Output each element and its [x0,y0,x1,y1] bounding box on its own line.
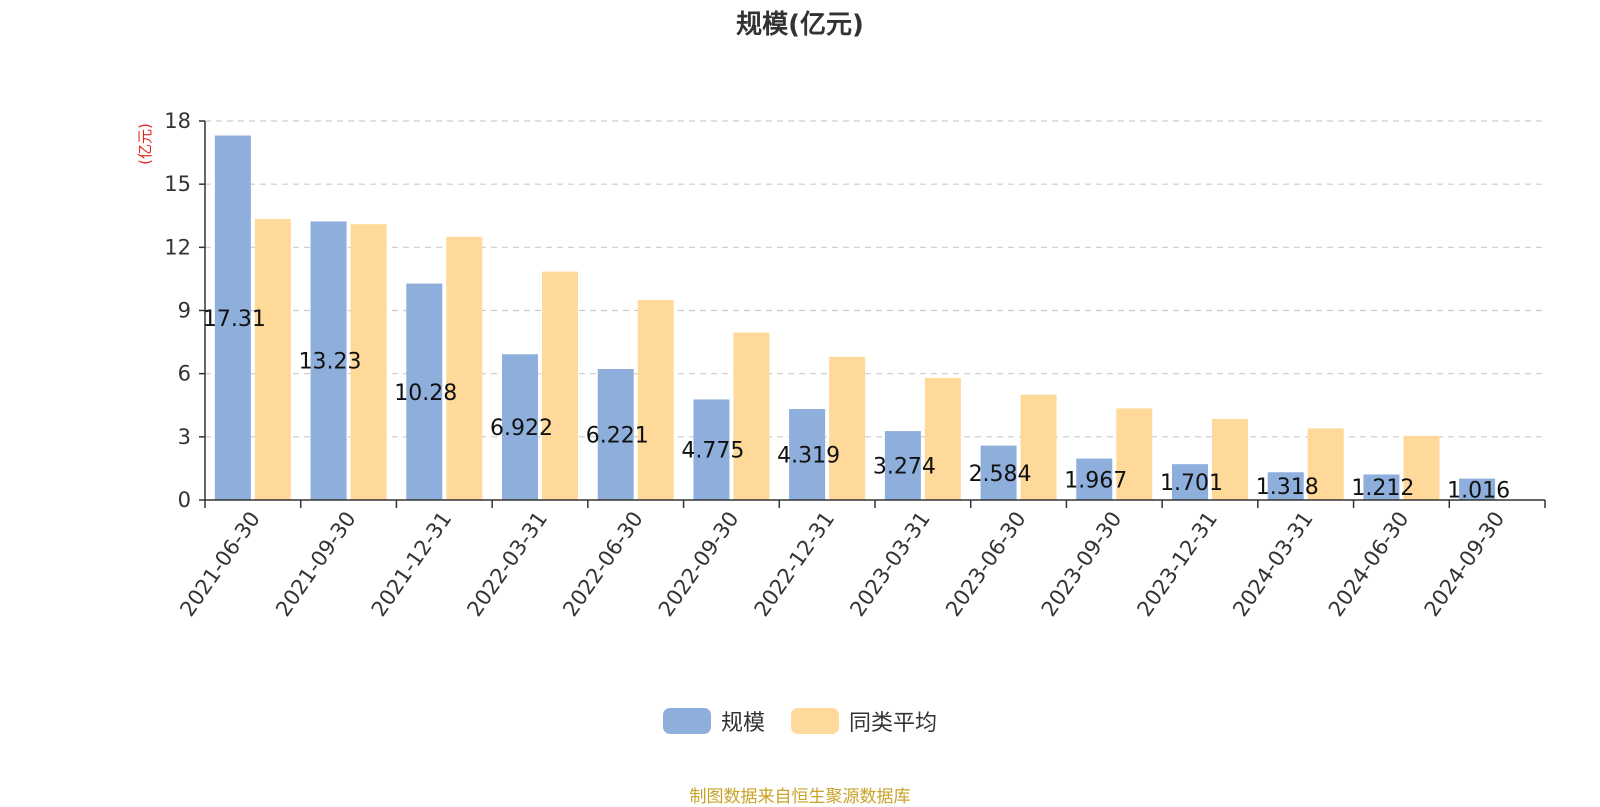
data-label-scale: 1.701 [1160,471,1223,496]
bar-scale [980,445,1017,500]
x-tick-label: 2021-09-30 [271,507,361,621]
y-tick-label: 18 [164,109,191,133]
x-tick-label: 2023-09-30 [1037,507,1127,621]
legend-swatch-peer-average [791,708,839,734]
data-label-scale: 2.584 [969,462,1032,487]
bar-scale [884,431,921,500]
bar-peer-average [350,224,387,500]
bar-peer-average [1212,418,1248,500]
bar-peer-average [1403,435,1440,500]
bar-scale [214,135,251,501]
x-tick-label: 2023-06-30 [941,507,1031,621]
bar-scale [1459,478,1496,500]
data-labels: 17.31 13.23 10.28 6.922 6.221 4.775 4.319 3.274… [203,307,1510,504]
data-label-scale: 13.23 [299,350,362,375]
bar-scale [597,369,634,500]
data-label-scale: 17.31 [203,307,266,332]
data-label-scale: 1.318 [1256,475,1319,500]
y-tick-label: 15 [164,172,191,196]
x-tick-label: 2024-09-30 [1420,507,1510,621]
bar-scale [1172,464,1208,500]
bar-scale [789,409,826,500]
x-tick-label: 2024-06-30 [1324,507,1414,621]
bar-peer-average [829,356,866,500]
legend-label-peer-average: 同类平均 [849,711,938,736]
bar-scale [502,354,538,500]
x-tick-label: 2023-03-31 [845,507,935,621]
x-tick-label: 2021-06-30 [175,507,265,621]
bar-scale [310,221,347,500]
bar-peer-average [1116,408,1153,500]
x-tick-label: 2022-12-31 [750,507,840,621]
chart-title: 规模(亿元) [736,10,864,40]
legend-item-peer-average[interactable]: 同类平均 [791,705,937,737]
bar-scale [1267,472,1304,500]
bar-peer-average [1020,394,1057,500]
bar-peer-average [637,299,674,500]
bar-peer-average [542,271,578,500]
bar-scale [693,399,730,500]
y-tick-label: 0 [178,488,191,512]
bars [214,135,1496,501]
x-tick-label: 2023-12-31 [1132,507,1222,621]
bar-peer-average [733,332,770,500]
data-label-scale: 10.28 [394,381,457,406]
x-tick-label: 2022-06-30 [558,507,648,621]
data-label-scale: 3.274 [873,455,936,480]
y-axis-label: (亿元) [136,123,154,165]
x-tick-label: 2021-12-31 [367,507,457,621]
x-tick-label: 2024-03-31 [1228,507,1318,621]
source-note: 制图数据来自恒生聚源数据库 [689,787,911,807]
x-tick-label: 2022-03-31 [462,507,552,621]
legend-item-scale[interactable]: 规模 [662,705,765,737]
bar-chart: 0 3 6 9 12 15 18 (亿元) 2021-06-30 2021-09-30 2021-1… [136,109,1546,621]
data-label-scale: 1.016 [1447,478,1510,503]
legend-label-scale: 规模 [720,711,765,736]
x-tick-label: 2022-09-30 [654,507,744,621]
y-tick-label: 6 [178,362,191,386]
y-tick-label: 12 [164,235,191,259]
y-tick-label: 3 [178,425,191,449]
bar-peer-average [254,218,291,501]
bar-scale [1363,474,1400,500]
bar-scale [1076,458,1113,500]
legend: 规模 同类平均 [0,705,1600,737]
data-label-scale: 6.922 [490,416,553,441]
data-label-scale: 1.212 [1351,476,1414,501]
bar-peer-average [446,236,483,501]
data-label-scale: 6.221 [586,424,649,449]
data-label-scale: 4.319 [777,444,840,469]
bar-scale [406,283,443,500]
bar-peer-average [924,377,961,500]
bar-peer-average [1307,428,1344,500]
y-tick-label: 9 [178,299,191,323]
legend-swatch-scale [662,708,711,734]
data-label-scale: 4.775 [681,439,744,464]
data-label-scale: 1.967 [1064,468,1127,493]
